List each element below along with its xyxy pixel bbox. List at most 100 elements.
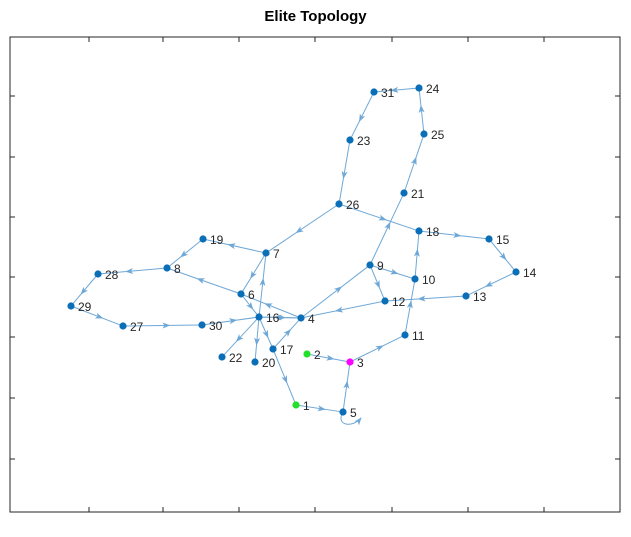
node-label-24: 24 [426, 82, 440, 96]
node-8 [163, 264, 171, 272]
edge-6-8 [169, 268, 242, 295]
node-label-8: 8 [174, 262, 181, 276]
node-5 [339, 408, 347, 416]
edge-arrow-4-6 [264, 303, 273, 310]
edge-arrow-9-21 [384, 221, 391, 231]
node-label-19: 19 [210, 233, 224, 247]
edge-13-12 [387, 295, 467, 302]
edge-arrow-1-5 [317, 405, 326, 412]
edge-arrow-12-4 [334, 306, 344, 313]
node-24 [415, 84, 423, 92]
edge-27-30 [122, 324, 200, 327]
node-label-27: 27 [130, 320, 144, 334]
edge-24-31 [376, 87, 420, 93]
edge-arrow-18-15 [453, 231, 462, 238]
node-21 [400, 189, 408, 197]
edge-arrow-2-3 [326, 354, 335, 361]
edge-arrow-7-6 [250, 270, 257, 279]
node-label-17: 17 [280, 343, 294, 357]
node-label-10: 10 [422, 273, 436, 287]
node-label-4: 4 [308, 312, 315, 326]
node-10 [411, 275, 419, 283]
edge-arrow-31-23 [359, 113, 366, 122]
node-label-29: 29 [78, 300, 92, 314]
node-17 [269, 345, 277, 353]
node-label-31: 31 [381, 86, 395, 100]
node-18 [415, 227, 423, 235]
edge-arrow-16-17 [262, 329, 269, 339]
node-group [67, 84, 520, 416]
edge-arrow-6-16 [246, 301, 254, 310]
edge-4-6 [243, 294, 302, 319]
node-12 [381, 297, 389, 305]
edge-10-18 [414, 233, 420, 280]
node-4 [297, 314, 305, 322]
node-2 [303, 350, 311, 358]
edge-29-27 [70, 305, 121, 326]
edge-30-16 [201, 316, 257, 326]
edge-9-21 [369, 195, 404, 266]
edge-arrow-26-7 [295, 226, 304, 234]
node-label-9: 9 [377, 259, 384, 273]
node-label-14: 14 [523, 266, 537, 280]
node-label-7: 7 [273, 247, 280, 261]
node-28 [94, 270, 102, 278]
edge-arrow-8-28 [125, 267, 134, 274]
edge-arrow-10-18 [413, 248, 420, 257]
node-label-25: 25 [431, 128, 445, 142]
edge-5-3 [342, 364, 351, 413]
node-13 [462, 292, 470, 300]
node-7 [262, 249, 270, 257]
edge-11-10 [404, 281, 415, 336]
edge-arrow-14-13 [484, 280, 494, 287]
edge-1-5 [295, 404, 341, 413]
edge-19-8 [169, 238, 204, 267]
edge-arrow-30-16 [228, 318, 238, 325]
edge-3-11 [349, 335, 403, 363]
node-label-1: 1 [303, 399, 310, 413]
edge-12-4 [303, 300, 386, 318]
edge-15-14 [488, 238, 515, 270]
edge-arrow-7-19 [227, 243, 236, 250]
node-9 [366, 261, 374, 269]
edge-2-3 [306, 353, 348, 362]
edge-arrow-26-18 [378, 214, 387, 221]
node-6 [237, 290, 245, 298]
edge-arrow-13-12 [417, 295, 426, 302]
edge-group [70, 86, 517, 426]
node-label-11: 11 [412, 329, 425, 343]
node-15 [485, 235, 493, 243]
edge-26-18 [338, 203, 417, 231]
edge-16-4 [258, 316, 299, 319]
edge-28-29 [72, 273, 99, 305]
edge-4-9 [300, 266, 368, 319]
node-27 [119, 322, 127, 330]
edge-arrow-28-29 [80, 286, 89, 295]
edge-21-25 [403, 136, 424, 194]
node-label-13: 13 [473, 290, 487, 304]
edge-8-28 [100, 267, 168, 275]
node-label-3: 3 [357, 356, 364, 370]
node-label-30: 30 [209, 319, 223, 333]
node-label-5: 5 [350, 406, 357, 420]
node-label-16: 16 [266, 311, 280, 325]
edge-18-15 [418, 230, 487, 240]
edge-9-10 [369, 264, 413, 279]
node-label-12: 12 [392, 295, 406, 309]
edge-17-1 [272, 348, 296, 403]
node-label-21: 21 [411, 187, 425, 201]
edge-arrow-25-24 [418, 104, 425, 114]
edge-arrow-23-26 [341, 170, 348, 180]
edge-7-19 [205, 239, 267, 254]
node-label-22: 22 [229, 351, 243, 365]
node-16 [255, 313, 263, 321]
edge-arrow-5-3 [343, 380, 350, 389]
edge-arrow-19-8 [180, 250, 189, 258]
edge-arrow-15-14 [498, 252, 507, 261]
node-label-2: 2 [314, 348, 321, 362]
node-1 [292, 401, 300, 409]
edge-26-7 [268, 203, 340, 252]
figure-title: Elite Topology [264, 8, 367, 25]
